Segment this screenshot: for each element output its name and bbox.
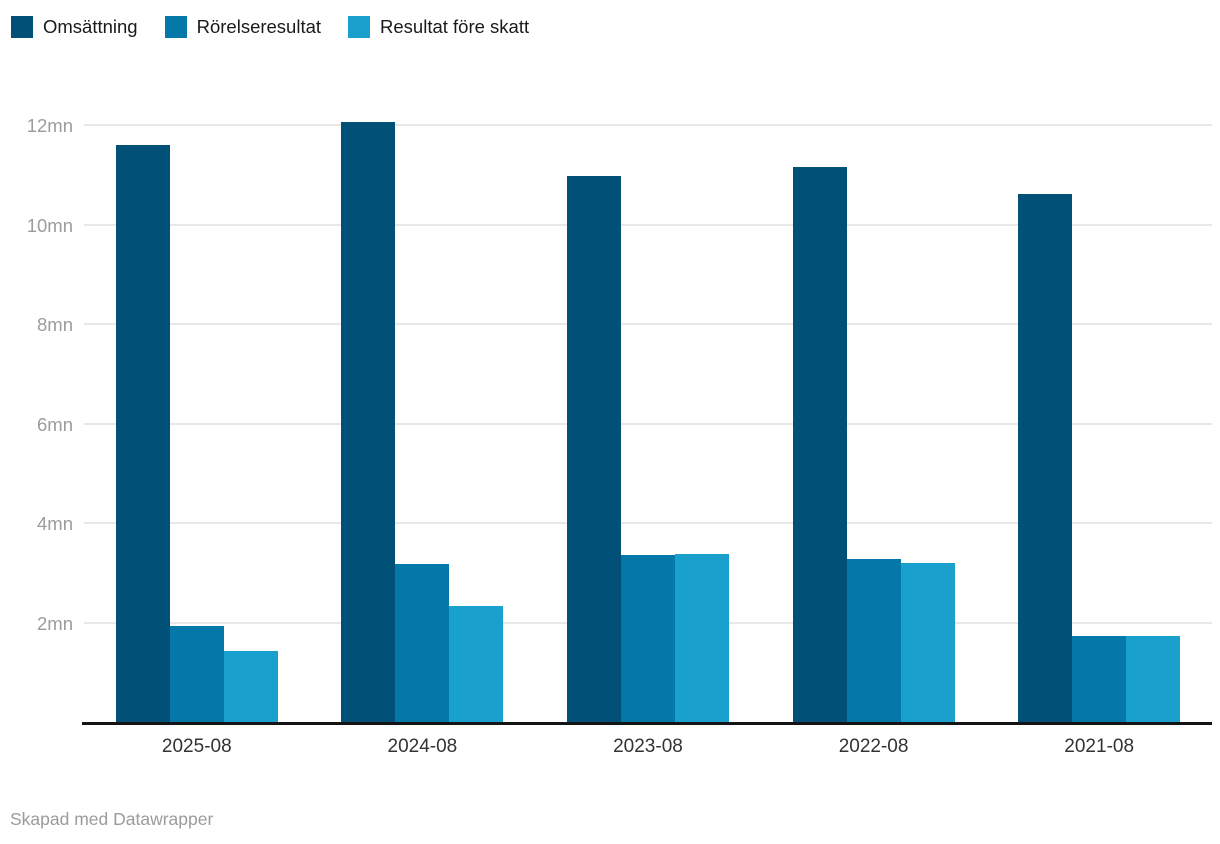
bar-2022-08-resultat-f-re-skatt[interactable] (900, 563, 955, 722)
legend-swatch-icon (164, 16, 187, 38)
bar-2024-08-r-relseresultat[interactable] (395, 564, 450, 722)
bar-2021-08-resultat-f-re-skatt[interactable] (1126, 636, 1181, 722)
attribution-text: Skapad med Datawrapper (10, 809, 214, 829)
bar-2022-08-oms-ttning[interactable] (792, 166, 847, 722)
y-tick-label: 10mn (26, 214, 73, 236)
y-tick-label: 6mn (37, 413, 73, 435)
y-tick-label: 2mn (37, 612, 73, 634)
bar-2023-08-resultat-f-re-skatt[interactable] (674, 553, 729, 722)
x-axis-line (82, 722, 1212, 725)
bar-groups (84, 122, 1212, 722)
bar-2021-08-oms-ttning[interactable] (1018, 193, 1073, 722)
gridline (84, 323, 1212, 326)
legend-swatch-icon (348, 16, 371, 38)
bar-2021-08-r-relseresultat[interactable] (1072, 636, 1127, 722)
bar-2024-08-oms-ttning[interactable] (341, 122, 396, 722)
y-tick-label: 8mn (37, 314, 73, 336)
bar-2025-08-resultat-f-re-skatt[interactable] (223, 650, 278, 722)
bar-group-2023-08 (535, 125, 761, 722)
plot-area: 2mn 4mn 6mn 8mn 10mn 12mn (27, 115, 1212, 725)
gridline (84, 124, 1212, 126)
legend-item: Resultat före skatt (348, 16, 529, 38)
bar-group-2025-08 (84, 125, 310, 722)
bar-group-2021-08 (986, 125, 1212, 722)
bar-2023-08-r-relseresultat[interactable] (620, 555, 675, 722)
bar-group-2024-08 (310, 122, 536, 722)
gridline (84, 223, 1212, 226)
x-tick-label: 2023-08 (613, 736, 683, 757)
bar-2022-08-r-relseresultat[interactable] (846, 558, 901, 722)
x-tick-label: 2025-08 (161, 736, 232, 757)
bar-2025-08-oms-ttning[interactable] (115, 145, 170, 722)
x-tick-label: 2024-08 (387, 736, 458, 757)
legend: Omsättning Rörelseresultat Resultat före s… (11, 16, 529, 38)
x-tick-label: 2022-08 (838, 736, 909, 757)
gridline (84, 522, 1212, 525)
legend-swatch-icon (11, 16, 33, 38)
legend-label: Rörelseresultat (196, 16, 322, 37)
bar-2024-08-resultat-f-re-skatt[interactable] (449, 606, 504, 722)
x-tick-label: 2021-08 (1064, 736, 1135, 757)
bar-group-2022-08 (761, 125, 987, 722)
legend-item: Rörelseresultat (164, 16, 322, 38)
gridline (84, 422, 1212, 425)
legend-label: Omsättning (43, 16, 138, 37)
legend-item: Omsättning (11, 16, 138, 38)
x-axis-labels: 2025-08 2024-08 2023-08 2022-08 2021-08 (84, 736, 1212, 758)
bar-2023-08-oms-ttning[interactable] (566, 176, 621, 722)
bar-2025-08-r-relseresultat[interactable] (169, 625, 224, 722)
legend-label: Resultat före skatt (380, 16, 530, 37)
y-tick-label: 12mn (26, 115, 73, 136)
y-tick-label: 4mn (37, 513, 73, 535)
